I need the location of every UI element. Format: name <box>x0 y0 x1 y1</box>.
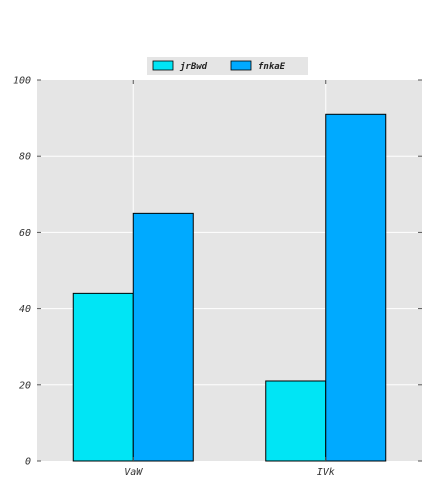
bar-fnkaE-VaW <box>132 212 194 462</box>
y-tick-label-0: 0 <box>25 457 31 468</box>
bar-jrBwd-IVk <box>265 380 327 462</box>
x-tick-label-0: VaW <box>124 467 143 478</box>
bar-jrBwd-VaW <box>72 292 134 462</box>
legend: jrBwd fnkaE <box>147 57 308 75</box>
x-tick-label-1: IVk <box>317 467 335 478</box>
x-axis-ticks: VaW IVk <box>124 80 335 478</box>
legend-swatch-fnkaE <box>230 60 252 71</box>
y-axis-ticks: 0 20 40 60 80 100 <box>13 76 422 468</box>
bars <box>72 113 387 462</box>
legend-box <box>147 57 308 75</box>
y-tick-label-3: 60 <box>19 228 31 239</box>
legend-label-fnkaE: fnkaE <box>258 62 286 72</box>
legend-swatch-jrBwd <box>152 60 174 71</box>
y-tick-label-1: 20 <box>19 380 31 391</box>
y-tick-label-4: 80 <box>19 152 31 163</box>
y-tick-label-5: 100 <box>13 76 31 87</box>
y-tick-label-2: 40 <box>19 304 31 315</box>
legend-label-jrBwd: jrBwd <box>179 61 208 72</box>
bar-fnkaE-IVk <box>325 113 387 462</box>
